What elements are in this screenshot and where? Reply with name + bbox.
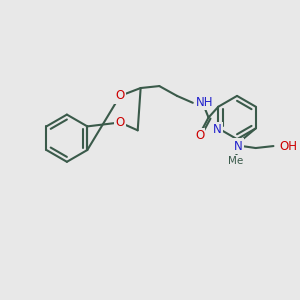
Text: O: O	[116, 89, 124, 102]
Text: O: O	[195, 129, 204, 142]
Text: O: O	[116, 116, 124, 129]
Text: NH: NH	[196, 96, 213, 109]
Text: Me: Me	[228, 156, 244, 166]
Text: N: N	[234, 140, 242, 153]
Text: N: N	[213, 123, 222, 136]
Text: OH: OH	[279, 140, 297, 153]
